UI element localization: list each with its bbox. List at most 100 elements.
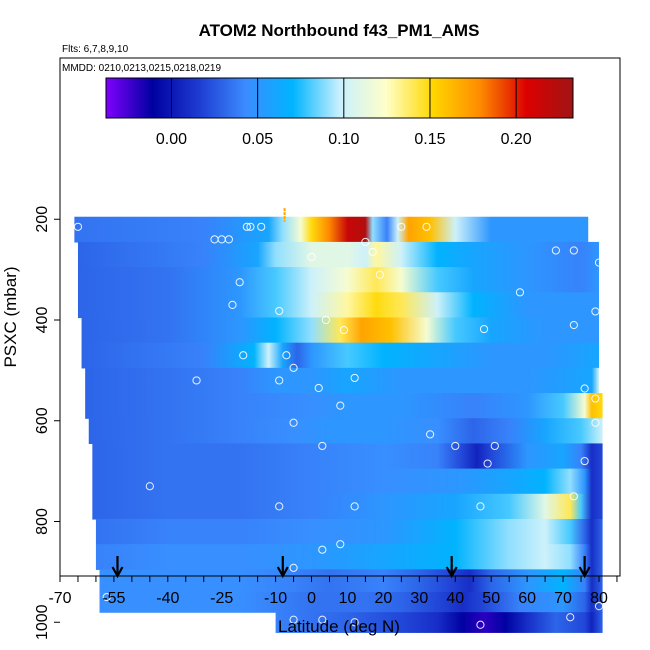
x-tick-label: 10 <box>339 590 357 607</box>
observation-marker <box>483 459 492 468</box>
observation-marker <box>275 376 284 385</box>
x-tick-label: -40 <box>156 590 179 607</box>
observation-marker <box>569 320 578 330</box>
observation-marker <box>242 222 251 231</box>
observation-marker <box>289 363 298 372</box>
observation-marker <box>591 307 600 316</box>
colorbar-tick-label: 0.15 <box>414 131 445 148</box>
x-tick-label: 60 <box>518 590 536 607</box>
observation-marker <box>476 620 485 629</box>
heatmap-layer <box>92 468 603 495</box>
heatmap-layer <box>77 241 599 268</box>
observation-marker <box>336 540 345 549</box>
observation-marker <box>569 246 578 255</box>
heatmap-layer <box>77 292 599 319</box>
x-axis-label: Latitude (deg N) <box>278 617 400 636</box>
x-tick-label: 50 <box>482 590 500 607</box>
observation-marker <box>282 351 291 360</box>
observation-marker <box>580 384 589 393</box>
colorbar-bar <box>105 77 574 119</box>
observation-marker <box>594 258 604 267</box>
x-tick-label: 0 <box>307 590 316 607</box>
observation-marker <box>569 492 578 501</box>
observation-marker <box>224 235 233 244</box>
observation-marker <box>246 222 255 231</box>
observation-marker <box>321 315 331 325</box>
observation-marker <box>145 482 154 491</box>
y-tick-label: 600 <box>34 407 51 434</box>
heatmap-layer <box>99 592 603 613</box>
observation-marker <box>551 246 560 255</box>
observation-marker <box>275 306 284 316</box>
observation-markers <box>73 222 604 629</box>
observation-marker <box>102 592 111 602</box>
observation-marker <box>422 222 431 231</box>
observation-marker <box>307 252 316 262</box>
observation-marker <box>350 373 359 383</box>
y-tick-label: 800 <box>34 508 51 535</box>
heatmap-layer <box>99 569 603 593</box>
colorbar: 0.00 0.05 0.10 0.15 0.20 <box>105 77 574 148</box>
plot-frame <box>59 57 621 577</box>
y-axis-label: PSXC (mbar) <box>1 266 20 367</box>
observation-marker <box>318 441 327 451</box>
y-axis: 200 400 600 800 1000 <box>34 206 60 640</box>
x-tick-label: 40 <box>446 590 464 607</box>
observation-marker <box>228 300 237 309</box>
observation-marker <box>257 222 266 231</box>
observation-marker <box>235 278 244 287</box>
x-axis: -70 -55 -40 -25 -10 0 10 20 30 40 50 60 70 80 <box>48 576 618 607</box>
x-tick-label: 20 <box>375 590 393 607</box>
observation-marker <box>375 270 384 279</box>
x-tick-label: -70 <box>48 590 71 607</box>
colorbar-tick-label: 0.05 <box>242 131 273 148</box>
heatmap-layer <box>275 612 603 633</box>
x-tick-label: 80 <box>590 590 608 607</box>
observation-marker <box>350 502 359 511</box>
y-tick-label: 400 <box>34 307 51 334</box>
observation-marker <box>368 247 377 257</box>
observation-marker <box>336 401 345 410</box>
heatmap-layer <box>85 367 600 394</box>
observation-marker <box>566 613 575 622</box>
observation-marker <box>515 288 525 297</box>
observation-marker <box>192 376 201 385</box>
observation-marker <box>289 615 298 624</box>
observation-marker <box>289 418 298 427</box>
heatmap-layer <box>92 443 603 470</box>
observation-marker <box>594 602 604 611</box>
x-tick-label: -10 <box>264 590 287 607</box>
heatmap-layer <box>74 216 589 243</box>
observation-marker <box>339 325 348 335</box>
observation-marker <box>490 441 499 451</box>
x-tick-label: -55 <box>102 590 125 607</box>
x-tick-label: 70 <box>554 590 572 607</box>
colorbar-tick-label: 0.00 <box>156 131 187 148</box>
observation-marker <box>476 502 485 511</box>
observation-marker <box>580 456 589 466</box>
colorbar-tick-label: 0.10 <box>328 131 359 148</box>
x-tick-label: 30 <box>410 590 428 607</box>
heatmap-layer <box>88 418 603 445</box>
observation-marker <box>451 441 460 451</box>
chart-title: ATOM2 Northbound f43_PM1_AMS <box>199 21 480 40</box>
heatmap-layer <box>81 342 599 369</box>
observation-marker <box>73 222 83 231</box>
colorbar-tick-label: 0.20 <box>501 131 532 148</box>
observation-marker <box>239 351 248 360</box>
heatmap-layer <box>95 544 603 570</box>
observation-marker <box>591 418 600 427</box>
dates-note: MMDD: 0210,0213,0215,0218,0219 <box>62 63 221 74</box>
observation-marker <box>318 615 327 624</box>
observation-marker <box>426 430 435 439</box>
observation-marker <box>591 394 600 403</box>
heatmap-layer <box>92 493 603 520</box>
observation-marker <box>275 502 284 511</box>
observation-marker <box>479 324 489 334</box>
observation-marker <box>289 563 298 572</box>
observation-marker <box>361 237 370 247</box>
x-tick-label: -25 <box>210 590 233 607</box>
heatmap-layers <box>74 208 603 633</box>
observation-marker <box>397 222 406 231</box>
